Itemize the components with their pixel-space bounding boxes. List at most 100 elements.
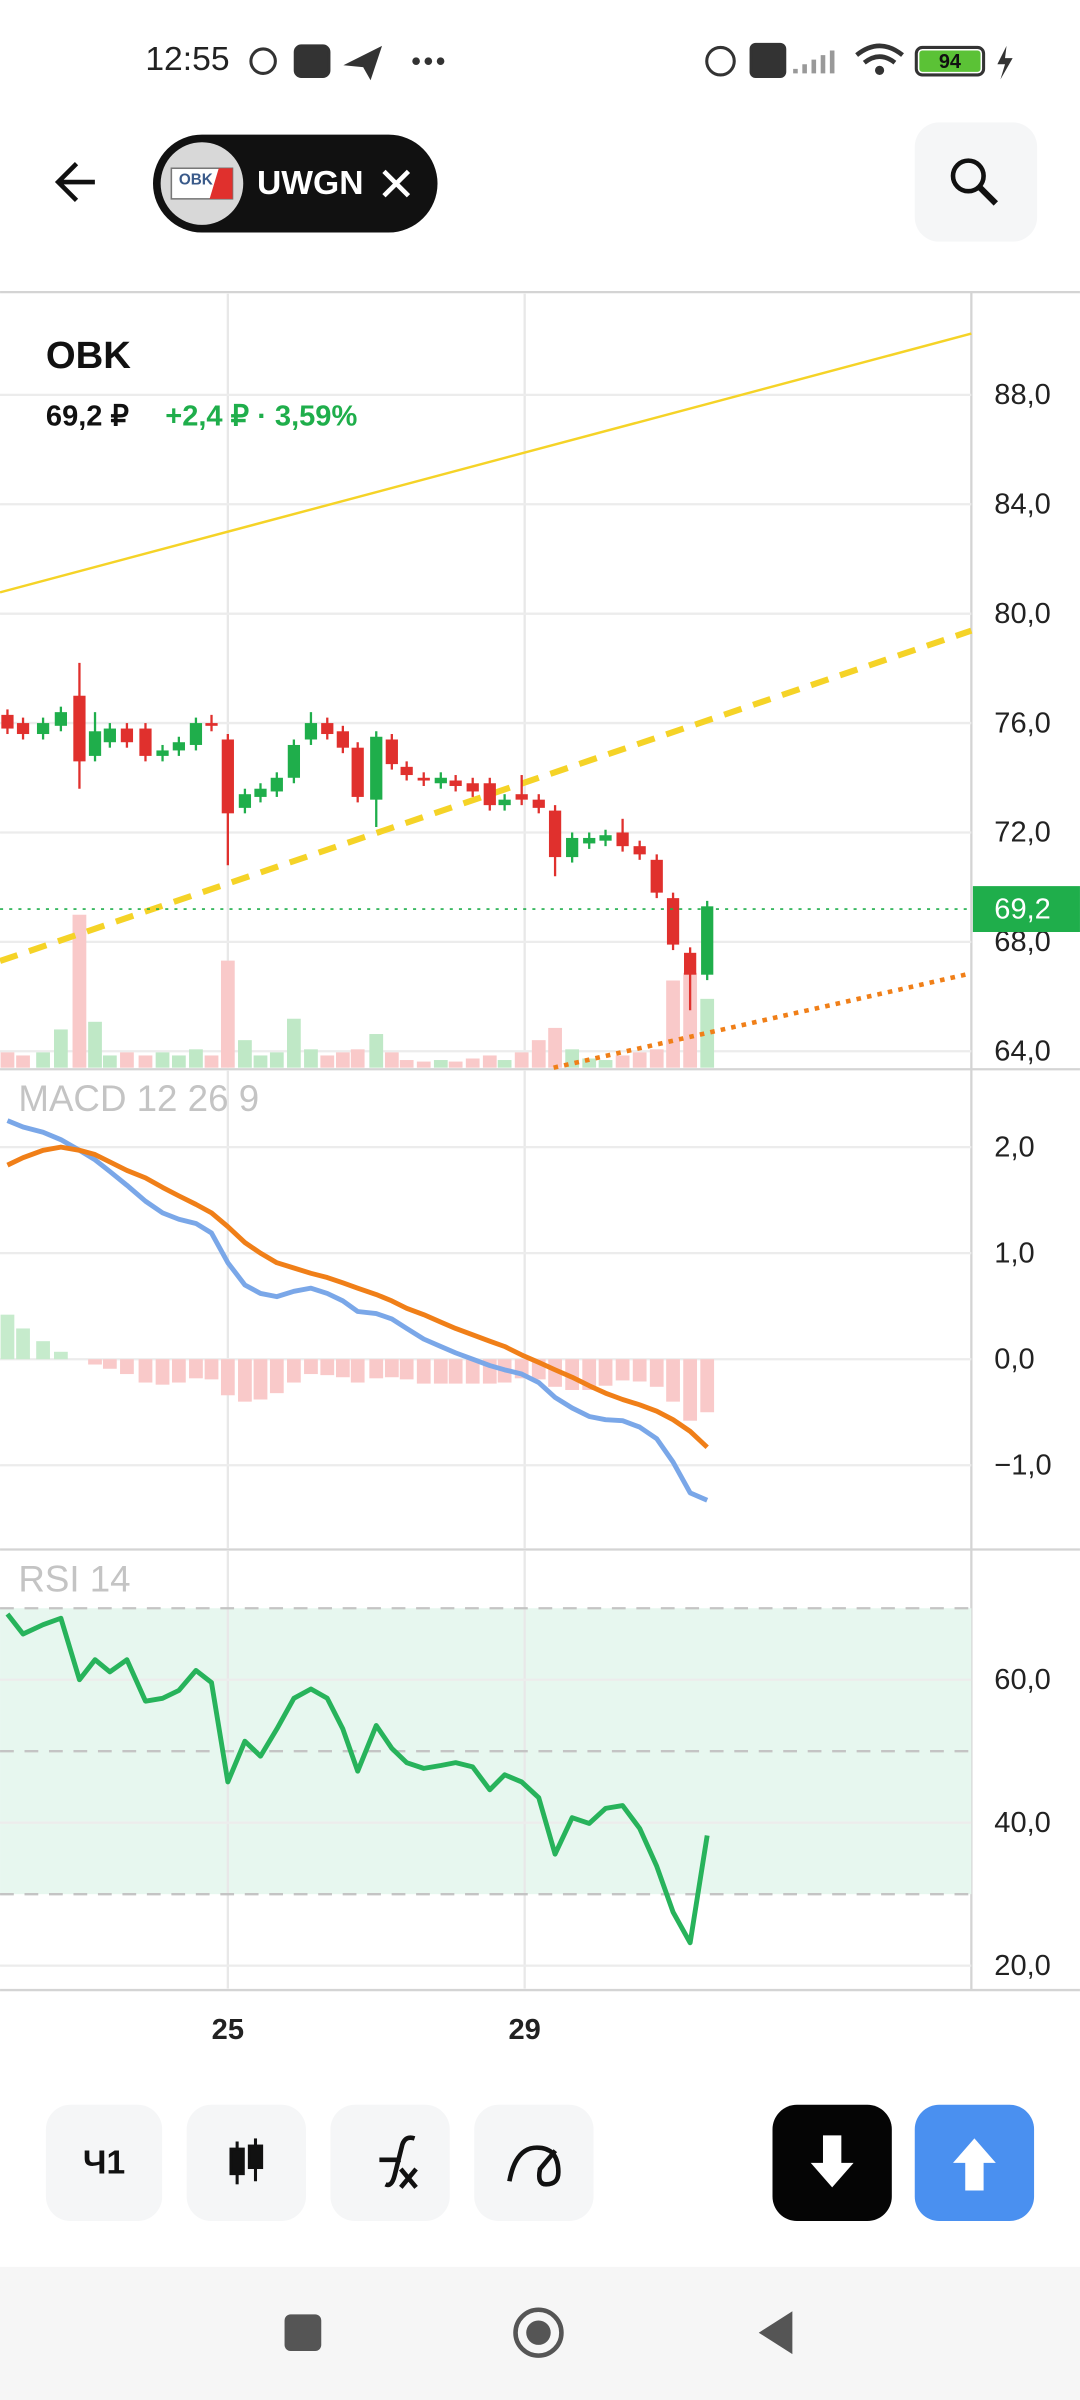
candle-body — [1, 714, 14, 729]
y-tick-label: 72,0 — [994, 817, 1051, 849]
y-tick-label: 1,0 — [994, 1237, 1034, 1269]
candle-body — [666, 898, 680, 945]
volume-bar — [384, 1052, 399, 1068]
chart-type-button[interactable] — [186, 2104, 306, 2222]
candle-body — [498, 799, 511, 806]
histogram-bar — [120, 1359, 134, 1375]
volume-bar — [286, 1018, 301, 1068]
search-handle — [976, 184, 998, 206]
histogram-bar — [269, 1359, 284, 1394]
y-tick-label: 0,0 — [994, 1343, 1034, 1375]
histogram-bar — [138, 1359, 153, 1383]
trend-line — [0, 332, 972, 594]
candle-body — [684, 952, 697, 975]
histogram-bar — [350, 1359, 365, 1383]
candle-body — [417, 777, 430, 781]
indicators-button[interactable] — [330, 2104, 450, 2222]
volume-bar — [416, 1061, 431, 1068]
candle-body — [205, 723, 218, 726]
nav-home[interactable] — [513, 2307, 564, 2358]
nav-back[interactable] — [758, 2311, 793, 2355]
y-tick-label: 64,0 — [994, 1035, 1051, 1067]
histogram-bar — [0, 1314, 15, 1360]
histogram-bar — [36, 1341, 50, 1360]
histogram-bar — [465, 1359, 480, 1384]
volume-bar — [335, 1052, 350, 1068]
volume-bar — [514, 1052, 529, 1068]
interval-button[interactable] — [45, 2104, 163, 2222]
x-tick-label: 29 — [508, 2014, 540, 2046]
candle-body — [139, 728, 152, 756]
volume-bar — [548, 1027, 562, 1068]
histogram-bar — [615, 1359, 630, 1381]
candle-body — [172, 742, 185, 751]
volume-bar — [253, 1055, 268, 1068]
histogram-bar — [189, 1359, 203, 1379]
candle-body — [36, 723, 50, 735]
histogram-bar — [666, 1359, 680, 1402]
search-button[interactable] — [914, 122, 1038, 242]
x-tick-label: 25 — [212, 2014, 244, 2046]
buy-icon — [953, 2138, 996, 2191]
volume-bar — [269, 1052, 284, 1068]
chart-title: RSI 14 — [18, 1558, 130, 1599]
candle-body — [16, 723, 30, 735]
series-line — [5, 1612, 710, 1946]
candle-body — [701, 906, 714, 975]
volume-bar — [189, 1049, 203, 1068]
back-button[interactable] — [54, 162, 95, 203]
candle-body — [548, 810, 562, 858]
histogram-bar — [253, 1359, 268, 1400]
last-price-tag — [972, 886, 1080, 933]
histogram-bar — [384, 1359, 399, 1378]
volume-bar — [465, 1058, 480, 1068]
trend-line — [553, 971, 972, 1070]
candle-body — [449, 780, 462, 786]
nav-recents[interactable] — [284, 2314, 322, 2352]
candle-body — [650, 859, 663, 893]
candle-body — [221, 739, 234, 814]
candle-body — [370, 736, 383, 800]
volume-bar — [72, 914, 87, 1068]
volume-bar — [582, 1058, 597, 1068]
clock: 12:55 — [145, 41, 229, 78]
ticker: UWGN — [257, 165, 364, 202]
volume-bar — [138, 1055, 153, 1068]
volume-bar — [102, 1055, 117, 1068]
candle-body — [566, 837, 579, 858]
candle-body — [54, 712, 68, 726]
y-tick-label: 2,0 — [994, 1131, 1034, 1163]
candle-body — [120, 728, 134, 743]
y-tick-label: 76,0 — [994, 707, 1051, 739]
candle-body — [466, 783, 479, 792]
candle-body — [270, 777, 283, 792]
histogram-bar — [369, 1359, 384, 1379]
volume-bar — [88, 1021, 102, 1068]
rsi-band — [0, 1608, 972, 1895]
chart-title: MACD 12 26 9 — [18, 1078, 259, 1119]
histogram-bar — [155, 1359, 170, 1385]
histogram-bar — [102, 1359, 117, 1369]
histogram-bar — [304, 1359, 318, 1375]
drawing-button[interactable] — [474, 2104, 594, 2222]
candle-body — [336, 731, 349, 748]
candle-body — [189, 723, 203, 745]
y-tick-label: −1,0 — [994, 1449, 1051, 1481]
volume-bar — [598, 1060, 613, 1068]
histogram-bar — [54, 1351, 68, 1360]
y-tick-label: 40,0 — [994, 1807, 1051, 1839]
candle-body — [385, 739, 398, 765]
candle-body — [532, 799, 545, 808]
volume-bar — [0, 1052, 15, 1068]
volume-bar — [700, 998, 715, 1068]
volume-bar — [171, 1055, 186, 1068]
volume-bar — [320, 1055, 335, 1068]
drawing-icon — [507, 2145, 561, 2187]
nav-home-dot — [526, 2320, 551, 2345]
remove-ticker[interactable] — [382, 169, 411, 198]
candle-body — [515, 794, 528, 800]
y-tick-label: 88,0 — [994, 379, 1051, 411]
histogram-bar — [16, 1328, 30, 1360]
chart-title: OBK — [46, 334, 131, 377]
